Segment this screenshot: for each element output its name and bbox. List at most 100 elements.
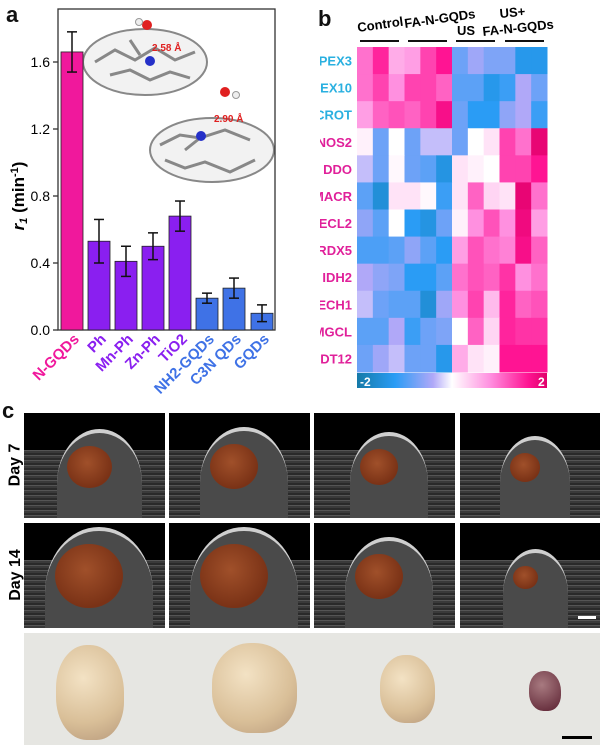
heatmap-cell (467, 290, 485, 319)
heatmap-cell (515, 182, 532, 210)
bar-tio2 (168, 215, 192, 331)
heatmap-cell (436, 236, 453, 265)
heatmap-cell (515, 344, 532, 373)
heatmap-cell (531, 290, 548, 319)
tumor-specimen-1 (56, 645, 124, 740)
heatmap-cell (420, 101, 437, 129)
heatmap-cell (357, 74, 374, 102)
bar-chart: r1 (min-1) 2.58 Å 2.90 Å 0.0 0.4 0.8 1.2 1.6… (9, 8, 276, 398)
heatmap-cell (515, 209, 532, 238)
heatmap-row-label: NOS2 (320, 135, 352, 150)
heatmap-cell (388, 47, 405, 75)
heatmap-cell (388, 209, 405, 238)
heatmap-group-labels: Control FA-N-GQDs US US+ FA-N-GQDs (356, 4, 554, 42)
heatmap-cell (531, 236, 548, 265)
ultrasound-image (24, 413, 165, 518)
heatmap-cell (467, 128, 485, 156)
heatmap-cell (483, 74, 500, 102)
distance-label-1: 2.58 Å (152, 41, 181, 54)
row-label-day14: Day 14 (6, 549, 24, 601)
y-tick-label: 0.8 (31, 188, 51, 204)
scale-bar-photo (562, 736, 592, 739)
heatmap-cell (388, 290, 405, 319)
heatmap-cell (388, 263, 405, 292)
heatmap-cell (499, 236, 516, 265)
heatmap-cell (499, 209, 516, 238)
error-bar (148, 232, 158, 261)
y-tick-label: 0.4 (31, 255, 51, 271)
heatmap-cell (420, 155, 437, 183)
heatmap-cell (372, 74, 390, 102)
heatmap-cell (467, 209, 485, 238)
heatmap-cell (388, 128, 405, 156)
heatmap-row-label: HMGCL (320, 324, 352, 339)
heatmap-cell (483, 236, 500, 265)
group-label-control: Control (356, 14, 404, 35)
heatmap-row-label: DDO (323, 162, 352, 177)
plot-frame (57, 8, 276, 331)
tumor-overlay (355, 554, 403, 600)
svg-text:r1 (min-1): r1 (min-1) (9, 162, 30, 231)
heatmap-cell (420, 263, 437, 292)
heatmap-cell (357, 263, 374, 292)
heatmap-row-label: PEX3 (320, 54, 352, 69)
heatmap-cell (436, 101, 453, 129)
heatmap-cell (467, 101, 485, 129)
heatmap-cell (452, 290, 469, 319)
heatmap-cell (499, 263, 516, 292)
heatmap-row-label: IDH2 (322, 270, 352, 285)
heatmap-cell (372, 128, 390, 156)
heatmap-cell (467, 155, 485, 183)
heatmap-cell (357, 209, 374, 238)
heatmap-cell (436, 317, 453, 346)
heatmap-cell (372, 236, 390, 265)
heatmap-cell (483, 101, 500, 129)
ultrasound-image (314, 523, 455, 628)
heatmap-cell (452, 317, 469, 346)
x-tick-label: N-GQDs (30, 331, 83, 384)
heatmap-cell (404, 47, 421, 75)
heatmap-row-label: NUDT12 (320, 351, 352, 366)
heatmap-cell (499, 290, 516, 319)
excised-tumor-photo (24, 633, 600, 745)
heatmap-cell (372, 47, 390, 75)
error-bar (202, 292, 212, 304)
heatmap-cell (531, 317, 548, 346)
heatmap-cell (372, 155, 390, 183)
tumor-overlay (210, 444, 258, 490)
heatmap-cell (357, 47, 374, 75)
y-tick-label: 0.0 (31, 322, 51, 338)
heatmap-cell (531, 128, 548, 156)
ylabel-r: r (9, 222, 28, 230)
bar-n-gqds (60, 51, 84, 331)
heatmap-cell (531, 74, 548, 102)
heatmap-cell (483, 317, 500, 346)
heatmap-cell (357, 155, 374, 183)
error-bar (67, 31, 77, 73)
error-bar (229, 277, 239, 299)
heatmap-cell (499, 344, 516, 373)
tumor-overlay (360, 449, 398, 485)
heatmap-cell (515, 128, 532, 156)
heatmap-cell (515, 155, 532, 183)
heatmap-cell (436, 209, 453, 238)
tumor-overlay (66, 445, 112, 489)
heatmap-cell (515, 263, 532, 292)
panel-label-a: a (6, 2, 19, 27)
heatmap-cell (499, 182, 516, 210)
heatmap-cell (483, 290, 500, 319)
error-bar (257, 304, 267, 323)
molecule-inset-2: 2.90 Å (149, 87, 275, 183)
heatmap-cell (388, 74, 405, 102)
heatmap-row-label: PRDX5 (320, 243, 352, 258)
row-label-day7: Day 7 (6, 443, 24, 487)
heatmap-cell (515, 101, 532, 129)
tumor-specimen-4 (529, 671, 561, 711)
heatmap-cell (372, 263, 390, 292)
heatmap-cell (372, 344, 390, 373)
heatmap-cell (436, 155, 453, 183)
heatmap-cell (483, 128, 500, 156)
heatmap-cell (515, 290, 532, 319)
heatmap-cell (357, 317, 374, 346)
